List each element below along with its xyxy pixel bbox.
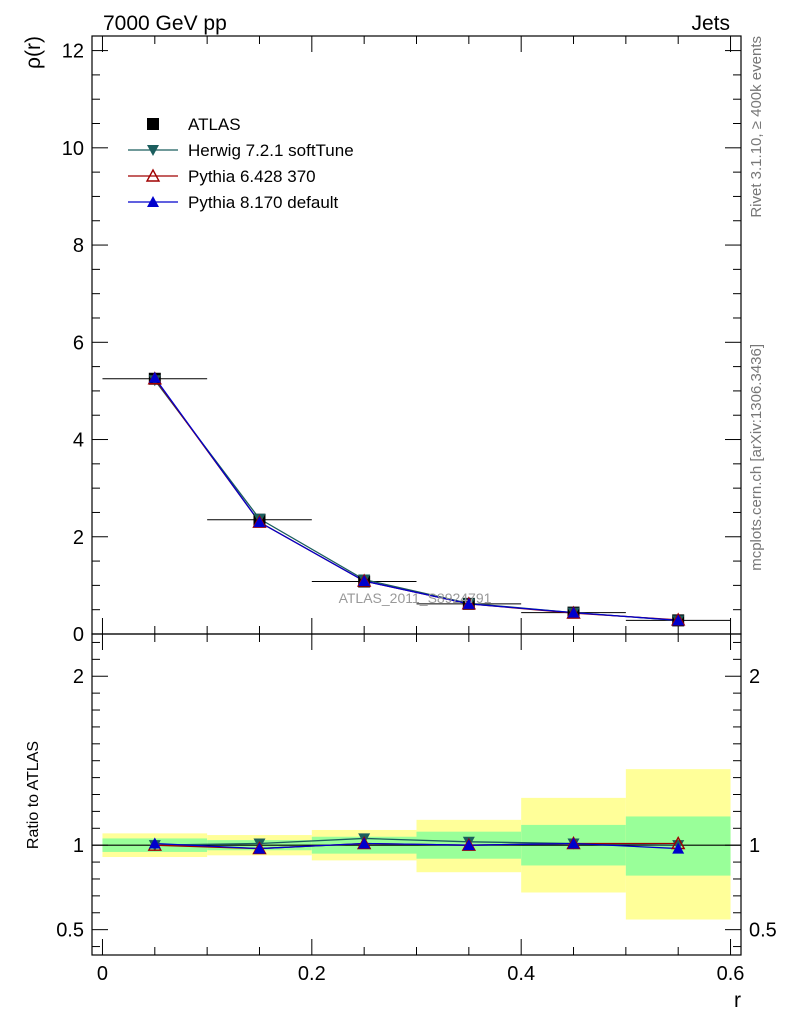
ratio-point-series-2: [672, 842, 685, 854]
ratio-point-series-2: [148, 837, 161, 849]
ratio-point-series-2: [253, 842, 266, 854]
main-ytick-label: 2: [73, 527, 84, 549]
main-ytick-label: 0: [73, 624, 84, 646]
main-ytick-label: 8: [73, 235, 84, 257]
main-point-series-3: [462, 597, 475, 609]
legend-marker-0: [147, 118, 159, 130]
legend-marker-3: [147, 196, 159, 207]
ratio-plot-series: [147, 833, 686, 855]
legend-label-0: ATLAS: [188, 115, 241, 134]
main-y-axis-label: ρ(r): [22, 36, 45, 69]
main-line-series-2: [154, 378, 679, 621]
legend-marker-2: [145, 168, 161, 182]
ratio-ytick-label: 2: [73, 666, 84, 688]
main-line-series-3: [154, 377, 679, 622]
ratio-ytick-label-right: 2: [749, 666, 760, 688]
x-axis-label: r: [734, 989, 741, 1012]
x-tick-label: 0.2: [298, 963, 326, 985]
ratio-point-series-2: [358, 837, 371, 849]
ratio-ytick-label: 0.5: [56, 920, 84, 942]
legend-label-2: Pythia 6.428 370: [188, 167, 316, 186]
ratio-y-axis-label: Ratio to ATLAS: [25, 741, 42, 849]
main-plot-series: [102, 371, 731, 627]
main-point-series-3: [672, 614, 685, 626]
ratio-point-series-2: [567, 837, 580, 849]
ratio-ytick-label: 1: [73, 835, 84, 857]
ratio-ytick-label-right: 1: [749, 835, 760, 857]
main-ytick-label: 12: [62, 41, 84, 63]
header-left-label: 7000 GeV pp: [103, 12, 227, 35]
legend-marker-1: [147, 145, 159, 156]
ratio-point-series-2: [462, 839, 475, 851]
ratio-ytick-label-right: 0.5: [749, 920, 777, 942]
legend-label-1: Herwig 7.2.1 softTune: [188, 141, 354, 160]
main-ytick-label: 6: [73, 332, 84, 354]
main-ytick-label: 4: [73, 430, 84, 452]
x-tick-label: 0.4: [507, 963, 535, 985]
legend-label-3: Pythia 8.170 default: [188, 193, 339, 212]
main-point-series-3: [148, 371, 161, 383]
analysis-watermark: ATLAS_2011_S8924791: [339, 590, 492, 606]
rivet-side-label: Rivet 3.1.10, ≥ 400k events: [748, 36, 765, 218]
main-point-series-3: [358, 575, 371, 587]
legend: ATLAS Herwig 7.2.1 softTune Pythia 6.428 3…: [128, 115, 354, 212]
header-right-label: Jets: [691, 12, 730, 35]
ratio-line-series-2: [154, 842, 679, 850]
mcplots-side-label: mcplots.cern.ch [arXiv:1306.3436]: [748, 344, 765, 571]
main-line-series-1: [154, 379, 679, 622]
main-point-series-3: [253, 516, 266, 528]
x-tick-label: 0.6: [717, 963, 745, 985]
main-plot-axes: 0 2 4 6 8 10 12: [62, 35, 742, 646]
x-tick-label: 0: [97, 963, 108, 985]
main-point-series-3: [567, 606, 580, 618]
main-ytick-label: 10: [62, 138, 84, 160]
